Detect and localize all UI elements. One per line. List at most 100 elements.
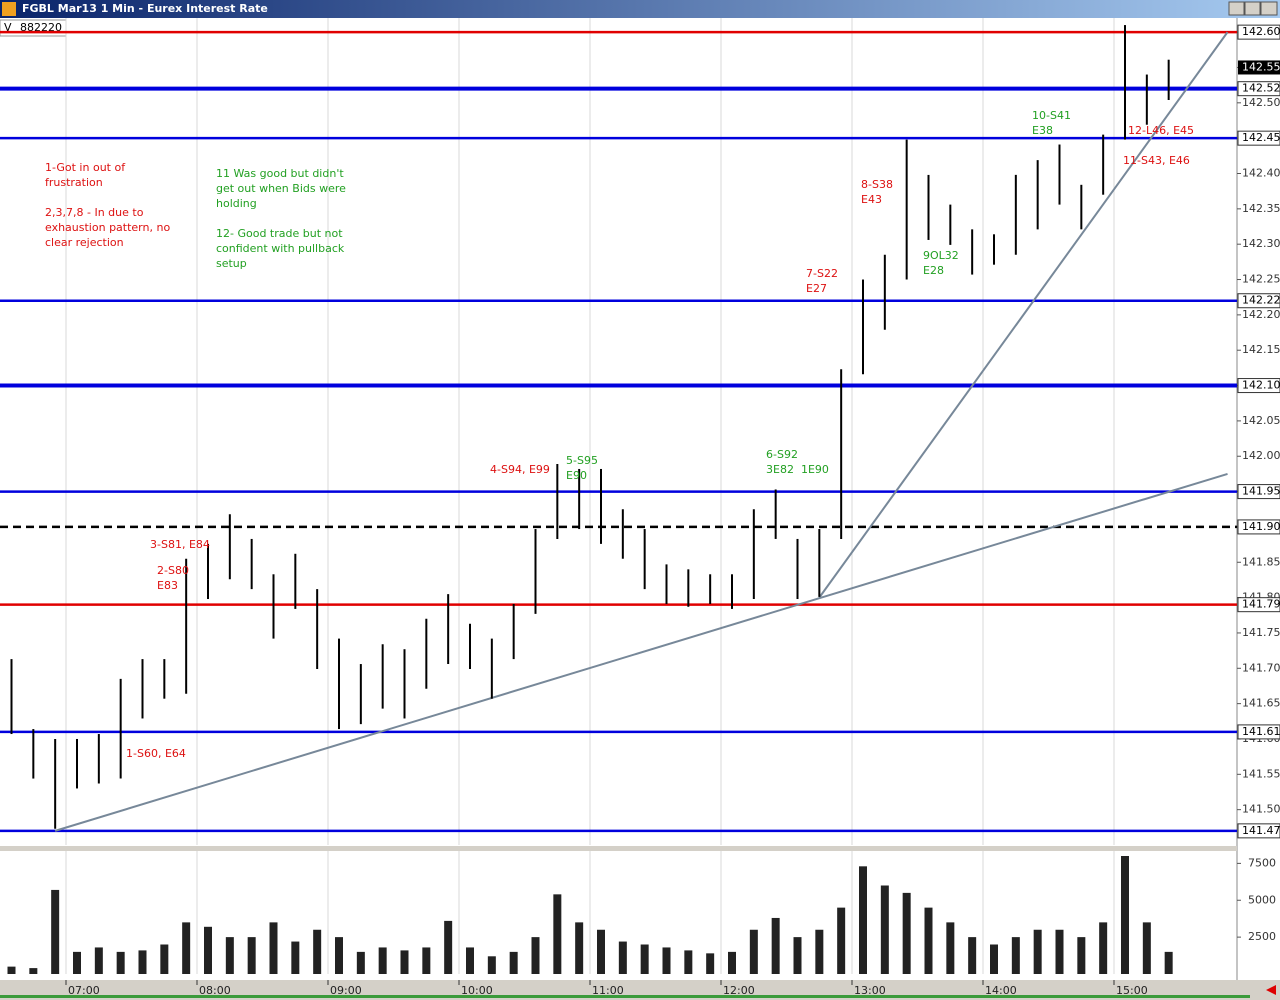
annotation: 12-L46, E45 [1128, 124, 1194, 137]
level-label: 141.61 [1242, 725, 1280, 738]
annotation: E38 [1032, 124, 1053, 137]
annotation: 3-S81, E84 [150, 538, 210, 551]
app-icon [2, 2, 16, 16]
x-tick-label: 07:00 [68, 984, 100, 997]
volume-bar [946, 922, 955, 974]
volume-bar [859, 866, 867, 974]
volume-bar [771, 917, 780, 974]
annotation: setup [216, 257, 247, 270]
volume-tick-label: 7500 [1248, 856, 1276, 869]
minimize-button[interactable] [1228, 1, 1245, 16]
volume-bar [618, 941, 627, 974]
annotation: 11 Was good but didn't [216, 167, 344, 180]
volume-bar [597, 929, 605, 974]
x-tick-label: 09:00 [330, 984, 362, 997]
volume-label: V [4, 21, 12, 34]
title-bar [0, 0, 1280, 18]
x-tick-label: 15:00 [1116, 984, 1148, 997]
price-panel [0, 18, 1237, 845]
y-tick-label: 142.25 [1242, 273, 1280, 286]
annotation: E28 [923, 264, 944, 277]
volume-bar [29, 968, 38, 974]
level-label: 142.10 [1242, 379, 1280, 392]
volume-bar [1033, 929, 1042, 974]
level-label-box [1237, 130, 1280, 146]
annotation: holding [216, 197, 257, 210]
annotation: 2-S80 [157, 564, 189, 577]
level-label-box [1237, 724, 1280, 740]
annotation: clear rejection [45, 236, 124, 249]
y-tick-label: 142.20 [1242, 308, 1280, 321]
volume-bar [487, 956, 496, 974]
y-tick-label: 141.55 [1242, 767, 1280, 780]
annotation: 1-S60, E64 [126, 747, 186, 760]
volume-bar [444, 920, 453, 974]
volume-bar [1164, 951, 1173, 974]
level-label: 142.22 [1242, 294, 1280, 307]
x-tick-label: 08:00 [199, 984, 231, 997]
volume-bar [269, 922, 278, 974]
annotation: 9OL32 [923, 249, 959, 262]
volume-bar [51, 889, 60, 974]
volume-bar [706, 953, 715, 974]
y-tick-label: 142.40 [1242, 167, 1280, 180]
volume-tick-label: 2500 [1248, 930, 1276, 943]
annotation: confident with pullback [216, 242, 345, 255]
level-label-box [1237, 81, 1280, 97]
window-buttons[interactable] [1228, 1, 1278, 16]
volume-bar [7, 966, 16, 974]
annotation: 3E82 1E90 [766, 463, 829, 476]
x-tick-label: 12:00 [723, 984, 755, 997]
volume-bar [466, 947, 474, 974]
annotation: 10-S41 [1032, 109, 1071, 122]
volume-bar [1099, 922, 1108, 974]
volume-bar [247, 937, 256, 974]
y-tick-label: 142.30 [1242, 237, 1280, 250]
annotation: exhaustion pattern, no [45, 221, 170, 234]
maximize-button[interactable] [1244, 1, 1261, 16]
annotation: 8-S38 [861, 178, 893, 191]
volume-bar [1011, 937, 1020, 974]
volume-bar [1077, 937, 1086, 974]
volume-bar [968, 937, 977, 974]
x-tick-label: 11:00 [592, 984, 624, 997]
y-tick-label: 142.35 [1242, 202, 1280, 215]
level-label: 142.45 [1242, 131, 1280, 144]
annotation: 1-Got in out of [45, 161, 126, 174]
annotation: E90 [566, 469, 587, 482]
volume-bar [553, 894, 562, 974]
scroll-arrow[interactable] [1266, 985, 1276, 995]
volume-bar [640, 944, 649, 974]
volume-bar [291, 941, 300, 974]
volume-bar [575, 922, 584, 974]
volume-tick-label: 5000 [1248, 893, 1276, 906]
volume-bar [749, 929, 758, 974]
y-tick-label: 141.65 [1242, 697, 1280, 710]
volume-bar [990, 944, 998, 974]
annotation: E83 [157, 579, 178, 592]
volume-bar [225, 937, 234, 974]
annotation: 11-S43, E46 [1123, 154, 1190, 167]
level-label-box [1237, 519, 1280, 535]
volume-bar [902, 892, 911, 974]
scrollbar[interactable] [0, 995, 1250, 998]
level-label-box [1237, 378, 1280, 394]
level-label-box [1237, 823, 1280, 839]
volume-bar [880, 885, 889, 974]
y-tick-label: 142.15 [1242, 343, 1280, 356]
y-tick-label: 141.70 [1242, 661, 1280, 674]
volume-bar [138, 950, 147, 974]
close-button[interactable] [1260, 1, 1278, 16]
volume-bar [837, 907, 846, 974]
level-label-box [1237, 293, 1280, 309]
level-label-box [1237, 484, 1280, 500]
y-tick-label: 141.50 [1242, 803, 1280, 816]
last-price-label: 142.55 [1242, 60, 1280, 73]
volume-bar [335, 937, 343, 974]
volume-bar [94, 947, 103, 974]
x-tick-label: 14:00 [985, 984, 1017, 997]
volume-bar [204, 926, 212, 974]
